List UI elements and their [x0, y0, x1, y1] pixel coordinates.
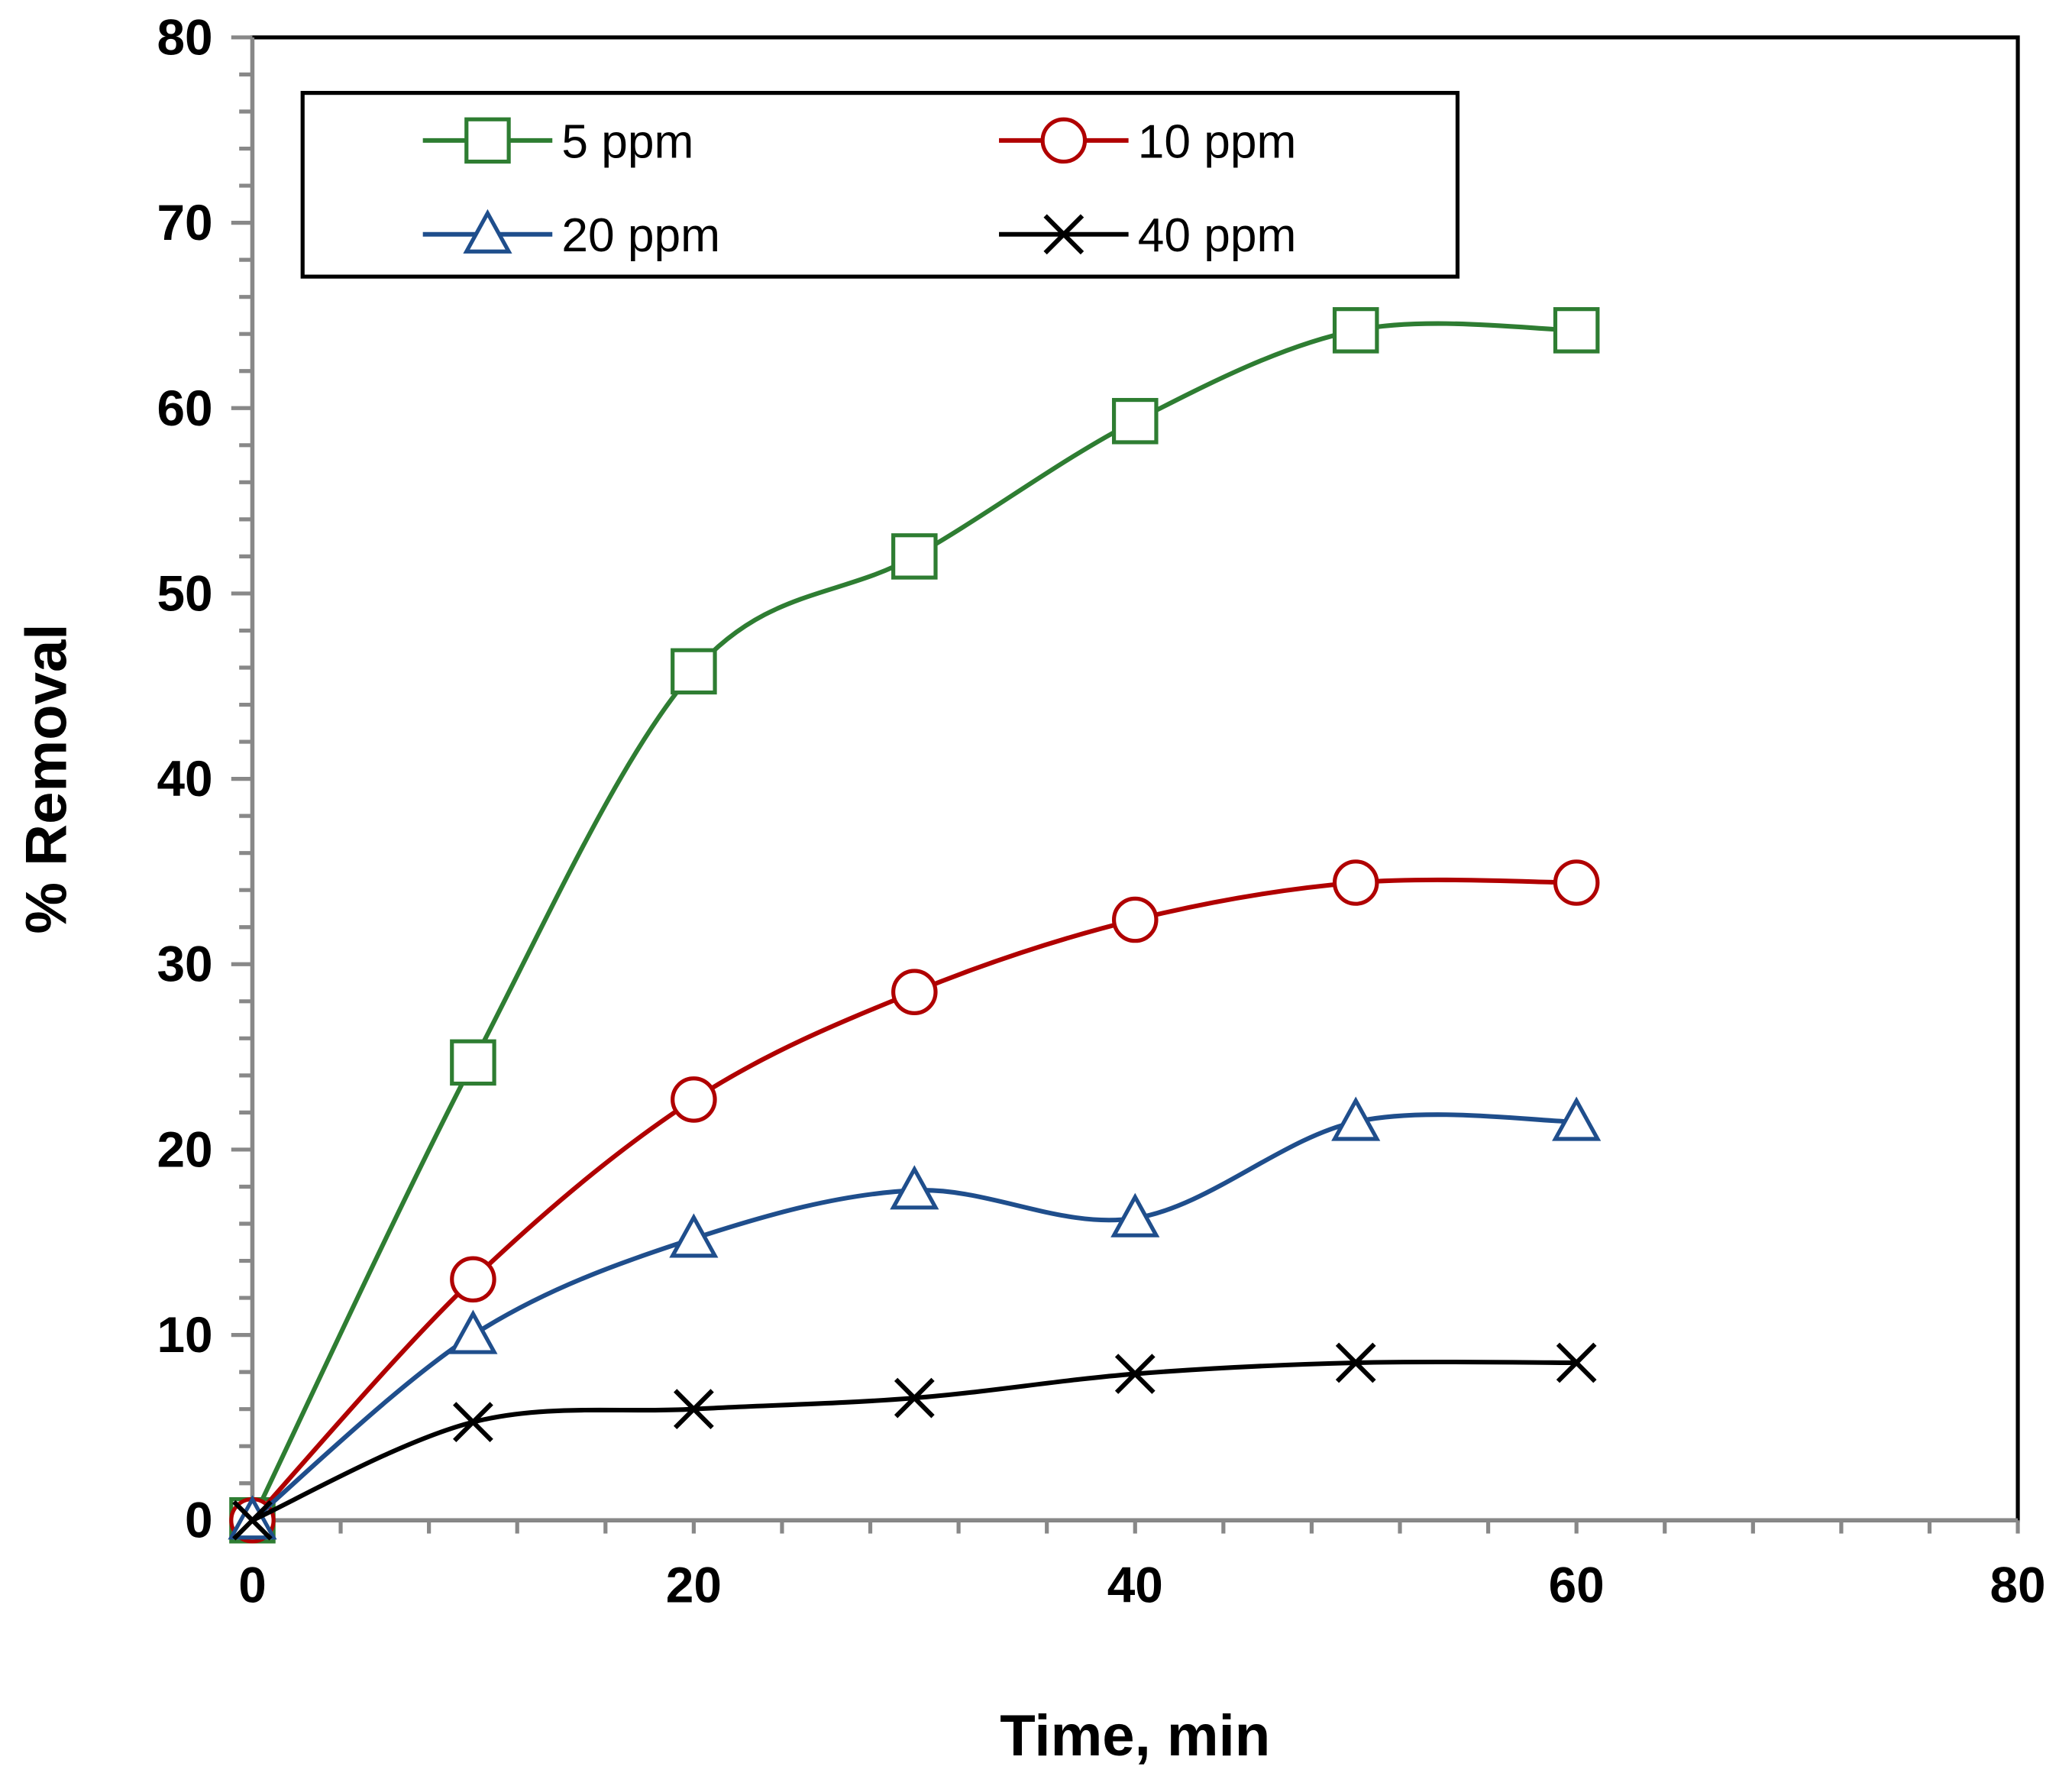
- data-point-square: [891, 533, 938, 580]
- y-tick-label: 40: [157, 750, 212, 807]
- data-point-x: [1114, 1354, 1156, 1394]
- data-point-x: [894, 1377, 935, 1419]
- data-point-x: [674, 1389, 714, 1430]
- x-tick-label: 0: [238, 1557, 267, 1613]
- data-point-x: [1556, 1342, 1597, 1383]
- data-point-x: [453, 1402, 493, 1443]
- series-40-ppm: [232, 1342, 1597, 1541]
- x-axis-label: Time, min: [1000, 1703, 1270, 1768]
- x-tick-label: 40: [1107, 1557, 1163, 1613]
- x-tick-label: 80: [1990, 1557, 2045, 1613]
- data-point-square: [671, 648, 717, 695]
- y-tick-label: 50: [157, 565, 212, 621]
- series-10-ppm: [229, 859, 1600, 1544]
- y-tick-label: 10: [157, 1306, 212, 1363]
- data-point-triangle: [1331, 1096, 1381, 1141]
- series-5-ppm: [229, 307, 1600, 1544]
- data-point-x: [232, 1499, 273, 1541]
- series-line: [251, 1359, 1577, 1523]
- y-tick-label: 30: [157, 936, 212, 992]
- data-point-circle: [1332, 859, 1379, 906]
- data-point-x: [1335, 1342, 1376, 1383]
- y-tick-label: 80: [157, 8, 212, 65]
- x-tick-label: 20: [666, 1557, 722, 1613]
- data-point-triangle: [448, 1309, 498, 1354]
- data-point-circle: [1111, 896, 1159, 943]
- data-point-triangle: [669, 1213, 719, 1258]
- data-point-square: [450, 1039, 496, 1086]
- data-point-square: [1111, 397, 1159, 445]
- data-point-triangle: [1110, 1192, 1160, 1237]
- legend-marker-triangle: [463, 209, 512, 254]
- data-point-circle: [671, 1076, 717, 1123]
- legend-marker-square: [464, 117, 511, 164]
- data-point-circle: [891, 969, 938, 1015]
- data-point-circle: [1553, 859, 1600, 906]
- series-line: [250, 321, 1577, 1522]
- data-point-circle: [450, 1256, 496, 1303]
- legend-label: 10 ppm: [1138, 115, 1297, 168]
- y-tick-label: 20: [157, 1121, 212, 1177]
- data-point-square: [1332, 307, 1379, 354]
- y-axis-label: % Removal: [15, 624, 79, 934]
- legend-label: 5 ppm: [561, 115, 693, 168]
- legend-label: 20 ppm: [561, 209, 720, 262]
- y-tick-label: 60: [157, 380, 212, 436]
- y-tick-label: 0: [185, 1492, 213, 1548]
- legend-label: 40 ppm: [1138, 209, 1297, 262]
- legend-marker-x: [1043, 214, 1084, 255]
- legend-marker-circle: [1040, 117, 1088, 164]
- legend: 5 ppm 10 ppm 20 ppm 40 ppm: [300, 91, 1460, 279]
- data-point-triangle: [1552, 1096, 1602, 1141]
- data-point-square: [1553, 307, 1600, 354]
- x-tick-label: 60: [1549, 1557, 1605, 1613]
- data-point-triangle: [890, 1165, 939, 1210]
- y-tick-label: 70: [157, 194, 212, 251]
